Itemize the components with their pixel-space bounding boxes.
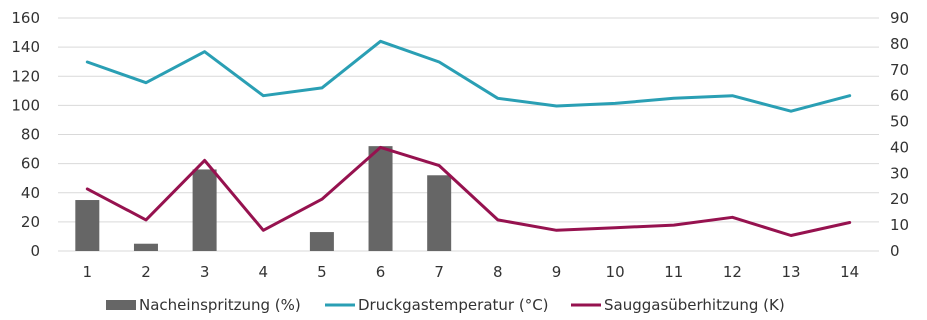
x-tick-label: 7 xyxy=(434,263,444,281)
right-tick-label: 0 xyxy=(890,242,900,260)
left-tick-label: 20 xyxy=(21,213,40,231)
series-line xyxy=(85,39,852,113)
bar xyxy=(133,243,158,251)
bar xyxy=(427,175,452,251)
legend-label: Druckgastemperatur (°C) xyxy=(358,296,549,314)
bar xyxy=(368,146,393,251)
right-tick-label: 70 xyxy=(890,61,909,79)
x-tick-label: 1 xyxy=(83,263,93,281)
gridlines xyxy=(58,17,879,252)
bar-series xyxy=(75,146,452,251)
x-tick-label: 11 xyxy=(664,263,683,281)
x-tick-label: 9 xyxy=(552,263,562,281)
right-tick-label: 90 xyxy=(890,9,909,27)
x-tick-label: 3 xyxy=(200,263,210,281)
legend: Nacheinspritzung (%) Druckgastemperatur (… xyxy=(106,296,785,314)
left-tick-label: 80 xyxy=(21,126,40,144)
x-tick-label: 8 xyxy=(493,263,503,281)
bar xyxy=(192,169,217,251)
left-tick-label: 60 xyxy=(21,155,40,173)
x-tick-label: 14 xyxy=(840,263,859,281)
right-tick-label: 80 xyxy=(890,35,909,53)
bar xyxy=(309,232,334,251)
legend-label: Nacheinspritzung (%) xyxy=(139,296,301,314)
right-tick-label: 40 xyxy=(890,138,909,156)
right-tick-label: 30 xyxy=(890,164,909,182)
left-axis-ticks: 0 20 40 60 80 100 120 140 160 xyxy=(11,9,40,260)
left-tick-label: 0 xyxy=(30,242,40,260)
x-tick-label: 12 xyxy=(723,263,742,281)
left-tick-label: 160 xyxy=(11,9,40,27)
right-tick-label: 20 xyxy=(890,190,909,208)
right-axis-ticks: 0 10 20 30 40 50 60 70 80 90 xyxy=(890,9,909,260)
right-tick-label: 60 xyxy=(890,87,909,105)
x-tick-label: 13 xyxy=(781,263,800,281)
x-tick-label: 2 xyxy=(141,263,151,281)
x-axis-ticks: 1 2 3 4 5 6 7 8 9 10 11 12 13 14 xyxy=(83,263,860,281)
x-tick-label: 6 xyxy=(376,263,386,281)
left-tick-label: 140 xyxy=(11,38,40,56)
series-line xyxy=(85,145,852,237)
bar xyxy=(75,200,100,251)
legend-label: Sauggasüberhitzung (K) xyxy=(604,296,785,314)
legend-swatch-bar xyxy=(106,300,136,310)
x-tick-label: 10 xyxy=(606,263,625,281)
left-tick-label: 120 xyxy=(11,67,40,85)
left-tick-label: 100 xyxy=(11,96,40,114)
x-tick-label: 5 xyxy=(317,263,327,281)
x-tick-label: 4 xyxy=(258,263,268,281)
left-tick-label: 40 xyxy=(21,184,40,202)
line-series xyxy=(85,39,852,237)
right-tick-label: 10 xyxy=(890,216,909,234)
right-tick-label: 50 xyxy=(890,113,909,131)
